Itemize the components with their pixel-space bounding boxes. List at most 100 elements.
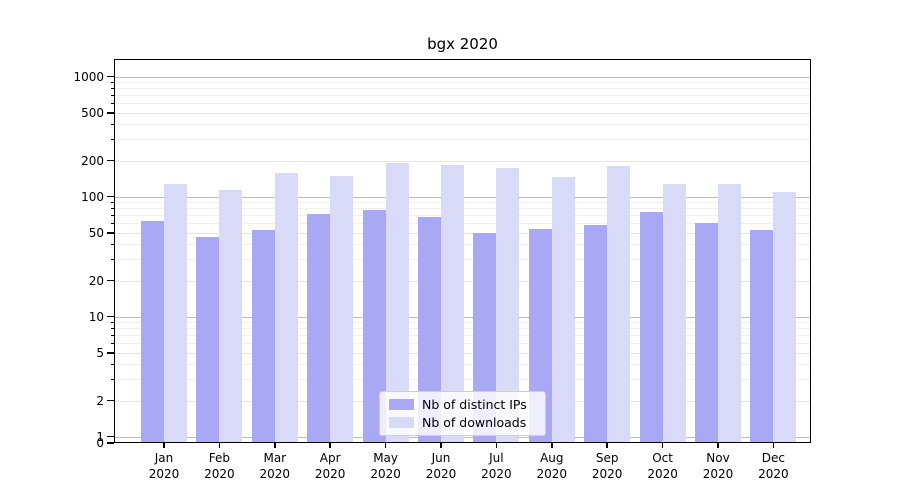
- gridline-minor: [114, 139, 811, 141]
- bar-downloads: [385, 163, 409, 443]
- y-minor-tick-mark: [110, 81, 114, 84]
- x-tick-mark: [551, 443, 553, 448]
- y-tick-mark: [107, 195, 114, 198]
- gridline: [114, 112, 811, 114]
- bar-downloads: [496, 168, 520, 443]
- legend: Nb of distinct IPs Nb of downloads: [379, 391, 546, 436]
- y-minor-tick-mark: [110, 207, 114, 210]
- x-tick-year: 2020: [425, 467, 457, 481]
- x-tick-label: Dec 2020: [745, 450, 801, 482]
- y-minor-tick-mark: [110, 87, 114, 90]
- bar-distinct-ips: [695, 223, 718, 443]
- legend-item-downloads: Nb of downloads: [389, 415, 536, 430]
- bar-distinct-ips: [251, 229, 275, 443]
- bar-downloads: [662, 183, 686, 443]
- gridline-minor: [114, 124, 811, 126]
- y-tick-mark: [107, 112, 114, 114]
- x-tick-label: Jul 2020: [468, 450, 524, 482]
- y-tick-mark: [107, 232, 114, 234]
- bar-distinct-ips: [584, 225, 608, 443]
- x-tick-label: Aug 2020: [524, 450, 580, 482]
- x-tick-label: Mar 2020: [247, 450, 303, 482]
- x-tick-label: Nov 2020: [690, 450, 746, 482]
- bar-distinct-ips: [362, 209, 386, 443]
- bar-downloads: [330, 175, 354, 443]
- y-tick-label: 20: [88, 273, 104, 288]
- bar-downloads: [441, 164, 464, 443]
- x-tick-year: 2020: [204, 467, 235, 481]
- y-minor-tick-mark: [110, 123, 114, 126]
- y-minor-tick-mark: [110, 363, 114, 366]
- legend-swatch-distinct-ips: [389, 399, 414, 410]
- y-tick-mark: [107, 75, 114, 78]
- bar-downloads: [718, 184, 741, 443]
- gridline-minor: [114, 82, 811, 84]
- y-tick-mark: [107, 315, 114, 318]
- x-tick-mark: [495, 443, 498, 448]
- y-tick-label: 1: [96, 429, 104, 444]
- y-minor-tick-mark: [110, 342, 114, 345]
- gridline-major: [114, 76, 811, 78]
- legend-label-distinct-ips: Nb of distinct IPs: [422, 397, 527, 412]
- bar-distinct-ips: [639, 212, 663, 443]
- chart-title: bgx 2020: [427, 35, 498, 53]
- gridline-minor: [114, 88, 811, 90]
- y-minor-tick-mark: [110, 214, 114, 217]
- bar-downloads: [219, 189, 243, 443]
- x-tick-label: Sep 2020: [579, 450, 635, 482]
- bar-distinct-ips: [196, 237, 220, 443]
- bar-distinct-ips: [418, 216, 441, 443]
- y-tick-label: 1000: [73, 69, 104, 84]
- bar-downloads: [607, 166, 631, 443]
- bar-downloads: [551, 176, 575, 443]
- y-tick-label: 0: [96, 436, 104, 450]
- y-minor-tick-mark: [110, 94, 114, 97]
- x-tick-mark: [218, 443, 221, 448]
- y-tick-mark: [107, 399, 114, 402]
- x-tick-year: 2020: [370, 467, 401, 481]
- y-minor-tick-mark: [110, 258, 114, 261]
- bar-distinct-ips: [750, 229, 774, 443]
- bar-distinct-ips: [141, 220, 164, 443]
- y-minor-tick-mark: [110, 327, 114, 330]
- x-tick-label: Oct 2020: [635, 450, 691, 482]
- gridline-minor: [114, 103, 811, 105]
- y-minor-tick-mark: [110, 201, 114, 204]
- bar-downloads: [164, 184, 187, 443]
- y-minor-tick-mark: [110, 102, 114, 105]
- x-tick-mark: [606, 443, 608, 448]
- x-tick-mark: [772, 443, 775, 448]
- x-tick-mark: [274, 443, 276, 448]
- x-tick-label: Jan 2020: [136, 450, 192, 482]
- x-tick-label: Apr 2020: [302, 450, 358, 482]
- x-tick-year: 2020: [536, 467, 568, 481]
- bar-downloads: [773, 191, 797, 443]
- x-tick-mark: [163, 443, 165, 448]
- x-tick-mark: [329, 443, 331, 448]
- y-tick-mark: [107, 352, 114, 354]
- y-minor-tick-mark: [110, 378, 114, 381]
- x-tick-year: 2020: [591, 467, 623, 481]
- x-tick-mark: [440, 443, 442, 448]
- y-minor-tick-mark: [110, 334, 114, 337]
- y-minor-tick-mark: [110, 243, 114, 246]
- y-tick-mark: [107, 279, 114, 282]
- gridline-minor: [114, 95, 811, 97]
- x-tick-label: Jun 2020: [413, 450, 469, 482]
- x-tick-label: May 2020: [358, 450, 414, 482]
- bar-distinct-ips: [473, 232, 497, 443]
- legend-label-downloads: Nb of downloads: [422, 415, 527, 430]
- bar-downloads: [274, 172, 298, 443]
- legend-swatch-downloads: [389, 417, 414, 428]
- y-tick-label: 500: [81, 105, 104, 120]
- x-tick-year: 2020: [481, 467, 512, 481]
- x-tick-year: 2020: [702, 467, 734, 481]
- x-tick-year: 2020: [758, 467, 789, 481]
- y-tick-label: 5: [96, 345, 104, 360]
- y-tick-label: 10: [88, 309, 104, 324]
- bar-distinct-ips: [307, 213, 331, 443]
- x-tick-year: 2020: [647, 467, 678, 481]
- y-tick-label: 50: [88, 225, 104, 240]
- y-minor-tick-mark: [110, 321, 114, 324]
